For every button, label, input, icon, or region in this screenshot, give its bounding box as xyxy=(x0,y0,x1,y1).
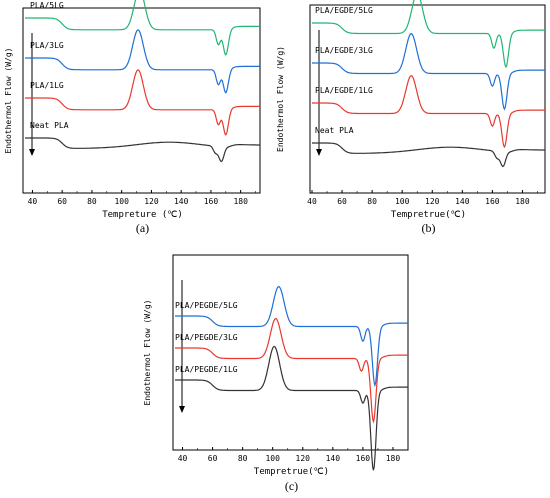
x-tick-label: 60 xyxy=(208,454,218,463)
x-tick-label: 40 xyxy=(28,197,38,206)
y-axis-arrow-head xyxy=(29,149,35,156)
series-line xyxy=(312,75,545,149)
chart-c-svg: Endothermol Flow (W/g) 40 60 80 100 120 140 160… xyxy=(143,254,409,493)
series-line xyxy=(175,285,408,388)
series-label: PLA/3LG xyxy=(30,41,64,50)
x-axis-label: Tempretrue(℃) xyxy=(254,467,329,477)
x-tick-label: 180 xyxy=(233,197,248,206)
series-label: PLA/EGDE/5LG xyxy=(315,6,373,15)
x-tick-label: 100 xyxy=(265,454,280,463)
x-tick-label: 40 xyxy=(178,454,188,463)
x-tick-label: 180 xyxy=(515,197,530,206)
plot-frame xyxy=(22,7,261,194)
x-tick-label: 140 xyxy=(326,454,341,463)
x-tick-label: 160 xyxy=(356,454,371,463)
series-line xyxy=(175,345,408,471)
series-label: PLA/PEGDE/5LG xyxy=(175,301,238,310)
series-line xyxy=(25,137,260,163)
plot-frame xyxy=(309,4,546,194)
series-line xyxy=(25,0,260,56)
x-tick-label: 160 xyxy=(485,197,500,206)
chart-a-svg: Endothermol Flow (W/g) 40 60 80 100 120 140 160… xyxy=(4,0,261,235)
x-tick-label: 60 xyxy=(337,197,347,206)
x-tick-label: 100 xyxy=(395,197,410,206)
x-tick-label: 140 xyxy=(174,197,189,206)
x-axis-label: Tempretrue(℃) xyxy=(391,210,466,220)
x-tick-label: 80 xyxy=(238,454,248,463)
series-label: PLA/PEGDE/3LG xyxy=(175,333,238,342)
x-tick-label: 180 xyxy=(386,454,401,463)
y-axis-label: Endothermol Flow (W/g) xyxy=(4,48,13,154)
x-tick-label: 140 xyxy=(455,197,470,206)
series-label: PLA/1LG xyxy=(30,81,64,90)
x-tick-label: 120 xyxy=(144,197,159,206)
y-axis-arrow-head xyxy=(179,406,185,413)
series-label: PLA/EGDE/1LG xyxy=(315,86,373,95)
series-line xyxy=(312,32,545,111)
series-label: Neat PLA xyxy=(30,121,69,130)
x-tick-label: 160 xyxy=(204,197,219,206)
plot-frame xyxy=(172,254,409,451)
chart-b-svg: Endothermol Flow (W/g) 40 60 80 100 120 140 160… xyxy=(276,0,546,235)
x-tick-label: 80 xyxy=(87,197,97,206)
series-label: PLA/PEGDE/1LG xyxy=(175,365,238,374)
x-tick-label: 100 xyxy=(114,197,129,206)
y-axis-label: Endothermol Flow (W/g) xyxy=(143,300,152,406)
y-axis-label: Endothermol Flow (W/g) xyxy=(276,46,285,152)
x-tick-label: 60 xyxy=(57,197,67,206)
panel-label: (a) xyxy=(136,221,149,235)
x-tick-label: 80 xyxy=(367,197,377,206)
panel-label: (b) xyxy=(422,221,436,235)
x-tick-label: 40 xyxy=(307,197,317,206)
x-tick-label: 120 xyxy=(425,197,440,206)
y-axis-arrow-head xyxy=(316,149,322,156)
series-line xyxy=(175,317,408,424)
series-label: PLA/5LG xyxy=(30,1,64,10)
series-line xyxy=(25,69,260,136)
series-line xyxy=(25,29,260,94)
series-line xyxy=(312,142,545,168)
chart-panel-a: Endothermol Flow (W/g) 40 60 80 100 120 140 160… xyxy=(0,0,270,240)
chart-panel-c: Endothermol Flow (W/g) 40 60 80 100 120 140 160… xyxy=(140,250,410,494)
series-line xyxy=(312,0,545,69)
series-label: Neat PLA xyxy=(315,126,354,135)
panel-label: (c) xyxy=(285,479,298,493)
chart-panel-b: Endothermol Flow (W/g) 40 60 80 100 120 140 160… xyxy=(275,0,550,240)
series-label: PLA/EGDE/3LG xyxy=(315,46,373,55)
x-tick-label: 120 xyxy=(296,454,311,463)
x-axis-label: Tempreture (℃) xyxy=(102,210,183,220)
